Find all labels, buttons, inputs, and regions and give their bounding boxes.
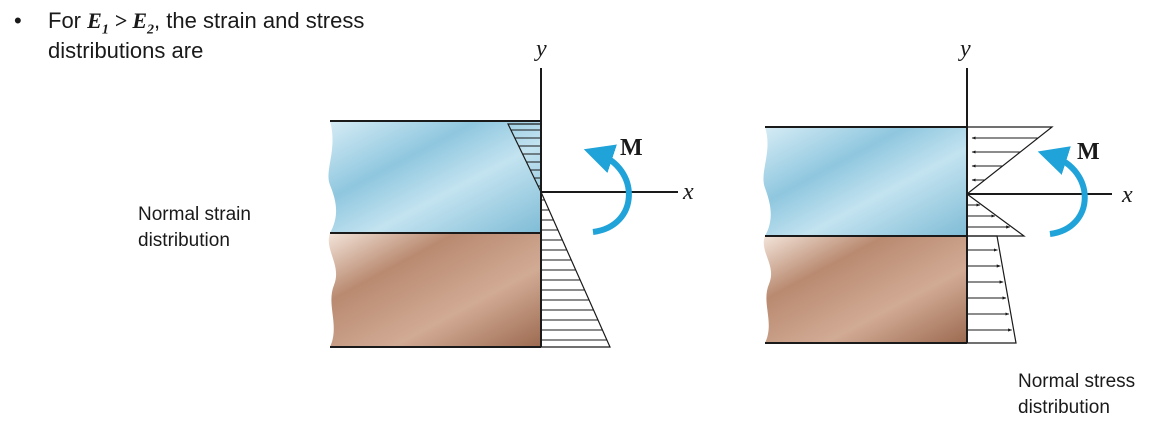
y-axis-label: y xyxy=(958,36,971,62)
strain-caption: Normal strain distribution xyxy=(138,204,251,251)
x-axis-label: x xyxy=(682,179,694,205)
relation-symbol: > xyxy=(108,8,133,33)
strain-figure: y x M xyxy=(328,36,694,348)
e1-symbol: E1 xyxy=(87,8,109,38)
moment-arrow xyxy=(1037,146,1088,237)
bullet-suffix: , the strain and stress xyxy=(154,8,365,33)
bullet-prefix: For xyxy=(48,8,88,33)
stress-figure: y x M xyxy=(763,36,1133,344)
bottom-material-block xyxy=(763,236,967,343)
stress-distribution xyxy=(966,126,1054,344)
x-axis-label: x xyxy=(1121,182,1133,208)
y-axis-label: y xyxy=(534,36,547,62)
stress-caption: Normal stress distribution xyxy=(1018,371,1136,418)
moment-label: M xyxy=(620,135,643,161)
moment-arrow xyxy=(583,144,632,235)
top-material-block xyxy=(763,127,967,236)
e2-symbol: E2 xyxy=(132,8,155,38)
moment-label: M xyxy=(1077,139,1100,165)
top-material-block xyxy=(328,121,541,233)
bullet-text-line2: distributions are xyxy=(48,38,204,63)
bullet-symbol: • xyxy=(14,8,22,33)
bottom-material-block xyxy=(328,233,541,347)
bullet-text: • For E1 > E2, the strain and stress xyxy=(14,6,364,45)
